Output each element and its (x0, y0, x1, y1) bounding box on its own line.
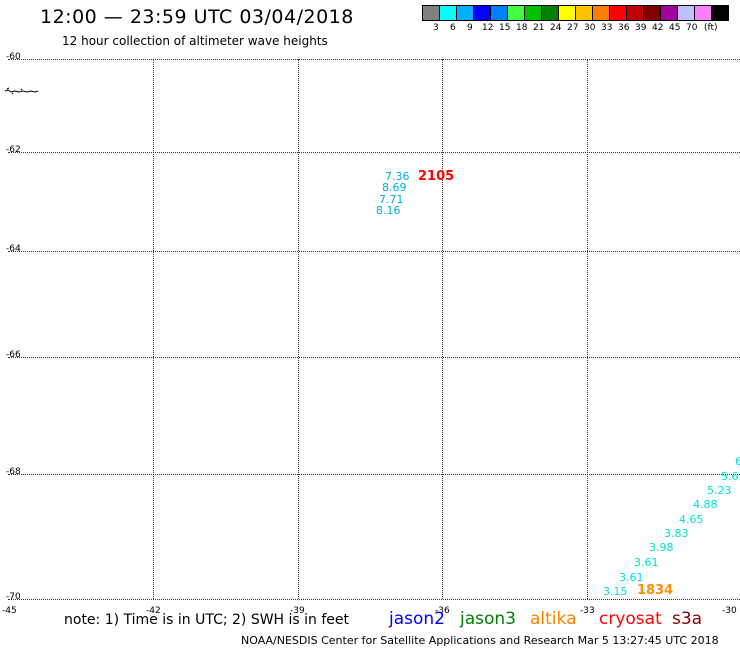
swh-reading: 6 (735, 455, 740, 468)
color-scale-label: 9 (467, 23, 473, 33)
satellite-legend-altika: altika (530, 609, 577, 629)
grid-line-lat (8, 59, 740, 60)
color-scale-label: 36 (618, 23, 630, 33)
color-scale-swatch (695, 6, 712, 20)
color-scale-swatch (712, 6, 728, 20)
lon-label: -39 (290, 606, 305, 616)
lon-label: -36 (435, 606, 450, 616)
color-scale-swatch (542, 6, 559, 20)
color-scale-label: 15 (499, 23, 511, 33)
map-subtitle: 12 hour collection of altimeter wave hei… (62, 34, 328, 48)
color-scale-swatch (627, 6, 644, 20)
grid-line-lon (442, 59, 443, 599)
color-scale-swatch (610, 6, 627, 20)
grid-line-lon (153, 59, 154, 599)
swh-reading: 7.71 (379, 193, 404, 206)
lat-label: -68 (6, 467, 21, 477)
color-scale-label: 45 (669, 23, 681, 33)
grid-line-lon (587, 59, 588, 599)
color-scale-swatch (644, 6, 661, 20)
swh-reading: 3.61 (634, 556, 659, 569)
color-scale-swatch (559, 6, 576, 20)
swh-reading: 5.6 (721, 470, 739, 483)
lon-label: -30 (722, 606, 737, 616)
satellite-legend-s3a: s3a (672, 609, 703, 629)
color-scale-label: 24 (550, 23, 562, 33)
color-scale-swatch (423, 6, 440, 20)
map-title: 12:00 — 23:59 UTC 03/04/2018 (40, 6, 354, 28)
color-scale-label: 39 (635, 23, 647, 33)
color-scale-bar (422, 5, 729, 21)
color-scale-label: (ft) (704, 23, 718, 33)
satellite-legend-jason3: jason3 (460, 609, 516, 629)
swh-reading: 4.88 (693, 498, 718, 511)
lat-label: -70 (6, 592, 21, 602)
grid-line-lat (8, 152, 740, 153)
pass-time-label: 2105 (418, 169, 455, 184)
lat-label: -66 (6, 350, 21, 360)
color-scale-swatch (457, 6, 474, 20)
footer-credit: NOAA/NESDIS Center for Satellite Applica… (241, 634, 719, 647)
color-scale-label: 30 (584, 23, 596, 33)
color-scale-label: 33 (601, 23, 613, 33)
lon-label: -42 (146, 606, 161, 616)
satellite-legend-jason2: jason2 (389, 609, 445, 629)
color-scale-label: 27 (567, 23, 579, 33)
color-scale-swatch (440, 6, 457, 20)
color-scale-swatch (678, 6, 695, 20)
grid-line-lat (8, 474, 740, 475)
pass-time-label: 1834 (637, 583, 674, 598)
color-scale-label: 42 (652, 23, 664, 33)
swh-reading: 3.83 (664, 527, 689, 540)
color-scale-swatch (508, 6, 525, 20)
color-scale-swatch (576, 6, 593, 20)
grid-line-lat (8, 599, 740, 600)
color-scale-label: 18 (516, 23, 528, 33)
color-scale-label: 21 (533, 23, 545, 33)
color-scale-swatch (525, 6, 542, 20)
grid-line-lat (8, 251, 740, 252)
color-scale-label: 6 (450, 23, 456, 33)
swh-reading: 3.98 (649, 541, 674, 554)
color-scale-swatch (474, 6, 491, 20)
swh-reading: 8.69 (382, 181, 407, 194)
color-scale-swatch (491, 6, 508, 20)
color-scale-label: 70 (686, 23, 698, 33)
grid-line-lat (8, 357, 740, 358)
lon-label: -45 (2, 606, 17, 616)
swh-reading: 8.16 (376, 204, 401, 217)
swh-reading: 4.65 (679, 513, 704, 526)
color-scale-label: 3 (433, 23, 439, 33)
grid-line-lon (298, 59, 299, 599)
lon-label: -33 (580, 606, 595, 616)
color-scale-label: 12 (482, 23, 494, 33)
satellite-legend-cryosat: cryosat (599, 609, 662, 629)
color-scale-swatch (661, 6, 678, 20)
swh-reading: 7.36 (385, 170, 410, 183)
color-scale-swatch (593, 6, 610, 20)
units-note: note: 1) Time is in UTC; 2) SWH is in fe… (64, 612, 350, 628)
lat-label: -60 (6, 52, 21, 62)
swh-reading: 5.23 (707, 484, 732, 497)
swh-reading: 3.61 (619, 571, 644, 584)
swh-reading: 3.15 (603, 585, 628, 598)
coastline-fragment (5, 87, 39, 95)
lat-label: -62 (6, 145, 21, 155)
lat-label: -64 (6, 244, 21, 254)
